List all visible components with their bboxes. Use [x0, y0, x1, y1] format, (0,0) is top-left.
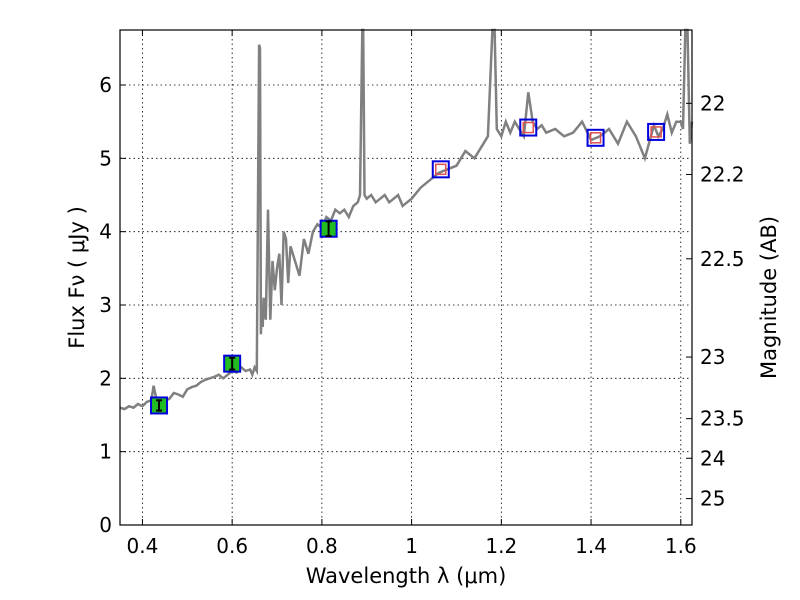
- y-tick-label: 6: [99, 73, 112, 97]
- right-tick-label: 22.2: [700, 162, 745, 186]
- y-tick-label: 2: [99, 366, 112, 390]
- predicted-point-marker: [650, 126, 662, 138]
- ticks-layer: 0.4 0.6 0.8 1 1.2 1.4 1.601234562222.222.52323…: [99, 30, 745, 558]
- y-tick-label: 1: [99, 440, 112, 464]
- x-tick-label: 1.6: [665, 534, 697, 558]
- y-tick-label: 5: [99, 146, 112, 170]
- y-right-axis-label: Magnitude (AB): [757, 216, 781, 379]
- points-layer: [150, 118, 666, 415]
- predicted-point-box: [647, 122, 666, 141]
- predicted-point-marker: [589, 132, 602, 144]
- x-tick-label: 0.8: [306, 534, 338, 558]
- right-tick-label: 22.5: [700, 247, 745, 271]
- right-tick-label: 24: [700, 446, 725, 470]
- x-tick-label: 1.4: [575, 534, 607, 558]
- predicted-point-box: [431, 160, 450, 179]
- x-tick-label: 0.6: [216, 534, 248, 558]
- y-tick-label: 4: [99, 220, 112, 244]
- plot-frame: [119, 29, 693, 526]
- series-layer: [119, 28, 694, 411]
- grid-lines: [120, 30, 692, 526]
- y-tick-label: 3: [99, 293, 112, 317]
- predicted-point-marker: [435, 163, 447, 176]
- predicted-point-marker: [522, 121, 535, 134]
- y-axis-label: Flux Fν ( μJy ): [65, 206, 89, 349]
- x-tick-label: 1: [405, 534, 418, 558]
- right-tick-label: 22: [700, 91, 725, 115]
- predicted-point-box: [586, 128, 605, 147]
- model-sed-line: [119, 28, 694, 411]
- x-tick-label: 0.4: [127, 534, 159, 558]
- right-tick-label: 25: [700, 487, 725, 511]
- right-tick-label: 23: [700, 345, 725, 369]
- right-tick-label: 23.5: [700, 407, 745, 431]
- x-axis-label: Wavelength λ (μm): [306, 564, 507, 588]
- predicted-point-box: [519, 118, 538, 137]
- y-tick-label: 0: [99, 513, 112, 537]
- x-tick-label: 1.2: [485, 534, 517, 558]
